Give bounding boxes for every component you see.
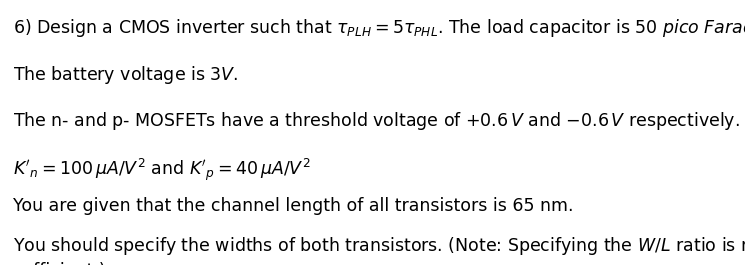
Text: The n- and p- MOSFETs have a threshold voltage of $+0.6\,V$ and $-0.6\,V$ respec: The n- and p- MOSFETs have a threshold v… — [13, 110, 741, 132]
Text: 6) Design a CMOS inverter such that $\tau_{PLH} = 5\tau_{PHL}$. The load capacit: 6) Design a CMOS inverter such that $\ta… — [13, 17, 745, 39]
Text: sufficient.): sufficient.) — [13, 262, 106, 265]
Text: $K'_n = 100\,\mu A/V^2$ and $K'_p = 40\,\mu A/V^2$: $K'_n = 100\,\mu A/V^2$ and $K'_p = 40\,… — [13, 156, 311, 183]
Text: You should specify the widths of both transistors. (Note: Specifying the $\it{W/: You should specify the widths of both tr… — [13, 235, 745, 257]
Text: You are given that the channel length of all transistors is 65 nm.: You are given that the channel length of… — [13, 197, 574, 215]
Text: The battery voltage is $3V$.: The battery voltage is $3V$. — [13, 64, 238, 86]
